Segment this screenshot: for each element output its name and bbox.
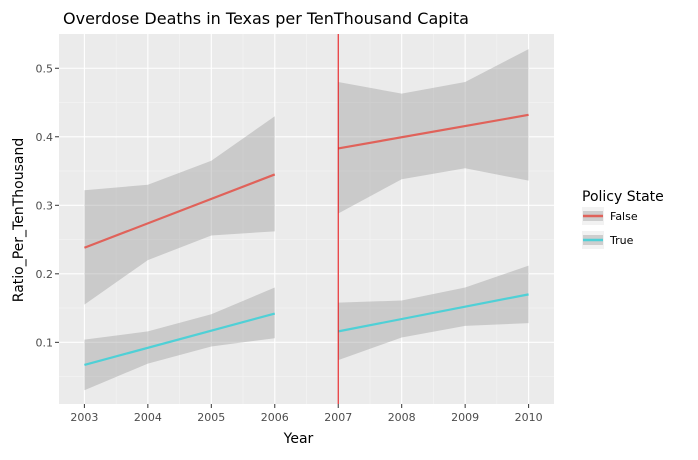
legend-label-true: True [609,234,634,247]
y-axis-ticks: 0.1 0.2 0.3 0.4 0.5 [36,62,59,349]
x-tick-label: 2006 [261,411,289,424]
legend-items: False True [582,207,638,249]
y-tick-label: 0.4 [36,131,54,144]
x-tick-label: 2003 [70,411,98,424]
y-tick-label: 0.2 [36,268,54,281]
x-tick-label: 2008 [388,411,416,424]
y-tick-label: 0.1 [36,336,54,349]
x-axis-ticks: 2003 2004 2005 2006 2007 2008 2009 2010 [70,404,543,424]
regression-lines [83,113,529,367]
x-tick-label: 2007 [324,411,352,424]
legend-label-false: False [610,210,638,223]
x-tick-label: 2010 [515,411,543,424]
x-axis-label: Year [283,431,314,447]
y-tick-label: 0.3 [36,199,54,212]
legend: Policy State False True [582,189,664,249]
series-line-false-pre [83,173,276,249]
series-line-true-post [338,293,529,333]
series-line-true-pre [84,312,276,367]
x-tick-label: 2009 [451,411,479,424]
x-tick-label: 2005 [197,411,225,424]
y-axis-label: Ratio_Per_TenThousand [11,138,27,302]
legend-title: Policy State [582,189,664,205]
x-tick-label: 2004 [134,411,162,424]
y-tick-label: 0.5 [36,62,54,75]
series-line-false-post [338,113,529,150]
chart-title: Overdose Deaths in Texas per TenThousand… [63,9,469,28]
